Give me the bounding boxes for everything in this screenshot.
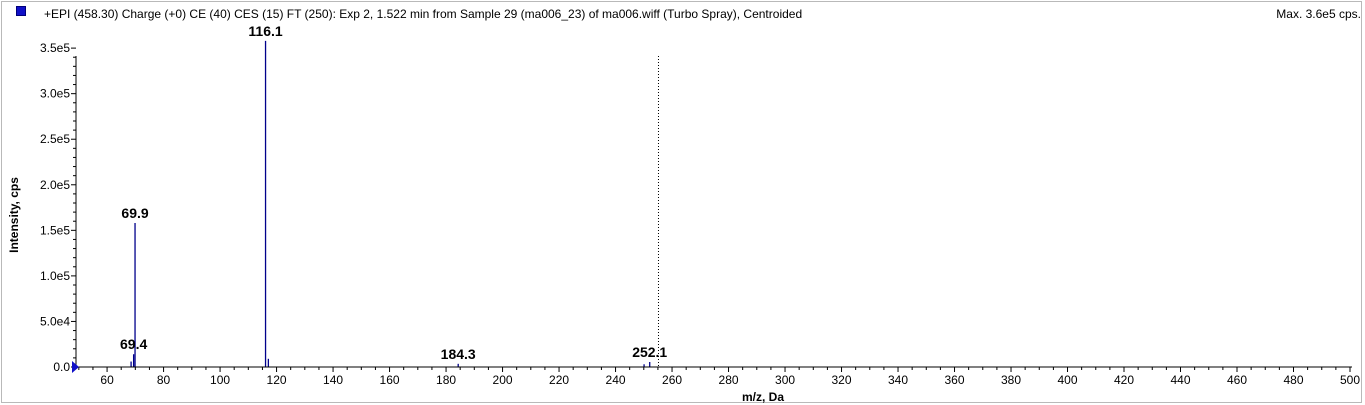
x-axis-title: m/z, Da: [742, 390, 784, 404]
x-tick-label: 400: [1058, 373, 1078, 387]
x-tick-label: 360: [945, 373, 965, 387]
x-tick-label: 100: [210, 373, 230, 387]
x-tick-label: 180: [436, 373, 456, 387]
peak-labels: 116.1 69.9 69.4 184.3 252.1: [120, 23, 667, 362]
x-tick-label: 120: [267, 373, 287, 387]
y-axis-title: Intensity, cps: [7, 177, 21, 253]
legend-swatch-icon[interactable]: [16, 6, 26, 16]
x-tick-label: 140: [323, 373, 343, 387]
y-tick-label: 3.5e5: [40, 41, 70, 55]
peak-label: 252.1: [632, 344, 667, 360]
peak-label: 184.3: [441, 346, 476, 362]
axis-markers: [72, 361, 79, 373]
x-tick-label: 280: [719, 373, 739, 387]
y-tick-label: 0.0: [53, 360, 70, 374]
peak-label: 69.4: [120, 336, 147, 352]
y-tick-label: 5.0e4: [40, 314, 70, 328]
x-tick-label: 260: [662, 373, 682, 387]
y-tick-label: 2.0e5: [40, 178, 70, 192]
x-tick-label: 200: [493, 373, 513, 387]
x-tick-label: 460: [1227, 373, 1247, 387]
y-tick-label: 3.0e5: [40, 87, 70, 101]
y-tick-label: 1.0e5: [40, 269, 70, 283]
x-tick-label: 380: [1001, 373, 1021, 387]
y-axis-ticks: 0.0 5.0e4 1.0e5 1.5e5 2.0e5 2.5e5 3.0e5 3.5e5: [40, 41, 76, 374]
x-tick-label: 220: [549, 373, 569, 387]
axes: [75, 56, 1352, 368]
x-tick-label: 500: [1340, 373, 1360, 387]
x-tick-label: 480: [1283, 373, 1303, 387]
y-tick-label: 2.5e5: [40, 132, 70, 146]
x-tick-label: 60: [100, 373, 114, 387]
max-intensity-label: Max. 3.6e5 cps.: [1276, 7, 1361, 21]
x-axis-ticks: 60 80 100 120 140 160 180 200 220 240 260 280 300 320…: [78, 367, 1360, 387]
x-tick-label: 440: [1170, 373, 1190, 387]
peak-layer: [130, 40, 651, 367]
peak-label: 116.1: [248, 23, 282, 39]
x-tick-label: 160: [380, 373, 400, 387]
spectrum-title: +EPI (458.30) Charge (+0) CE (40) CES (1…: [44, 7, 803, 21]
x-tick-label: 240: [606, 373, 626, 387]
x-tick-label: 80: [157, 373, 171, 387]
peak-label: 69.9: [121, 205, 148, 221]
x-tick-label: 320: [832, 373, 852, 387]
x-tick-label: 340: [888, 373, 908, 387]
x-tick-label: 300: [775, 373, 795, 387]
x-axis-start-marker-icon: [72, 361, 79, 373]
x-tick-label: 420: [1114, 373, 1134, 387]
y-tick-label: 1.5e5: [40, 223, 70, 237]
